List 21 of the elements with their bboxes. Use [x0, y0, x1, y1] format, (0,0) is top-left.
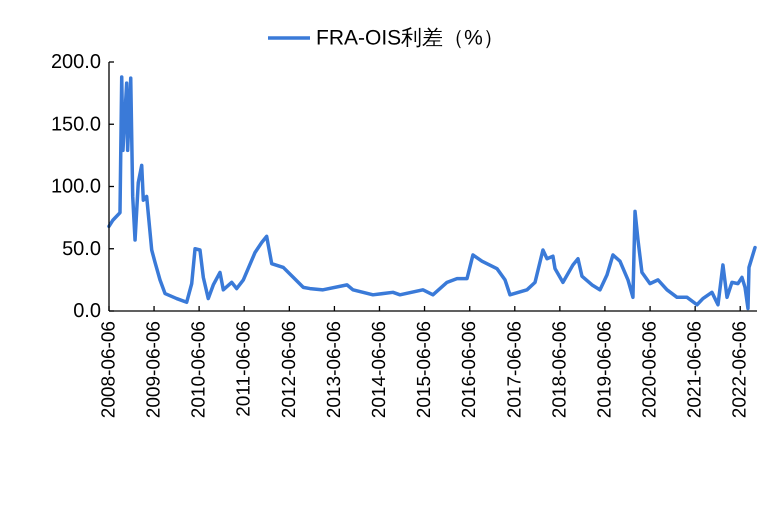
- x-tick-label: 2021-06-06: [684, 321, 706, 418]
- x-tick-label: 2017-06-06: [504, 321, 526, 418]
- x-tick-label: 2016-06-06: [459, 321, 480, 418]
- x-tick-label: 2012-06-06: [278, 321, 300, 418]
- y-tick-label: 150.0: [50, 113, 101, 136]
- y-tick-label: 200.0: [50, 51, 101, 73]
- legend-label: FRA-OIS利差（%）: [316, 26, 504, 50]
- y-tick-label: 0.0: [73, 300, 101, 322]
- x-tick-label: 2015-06-06: [414, 321, 436, 418]
- x-tick-label: 2008-06-06: [98, 321, 120, 418]
- x-tick-label: 2019-06-06: [594, 321, 616, 418]
- x-tick-label: 2022-06-06: [730, 321, 751, 418]
- y-tick-label: 50.0: [62, 238, 101, 260]
- x-tick-label: 2013-06-06: [324, 321, 345, 418]
- x-tick-label: 2010-06-06: [188, 321, 210, 418]
- x-tick-label: 2014-06-06: [368, 321, 390, 418]
- x-tick-label: 2018-06-06: [549, 321, 570, 418]
- y-tick-label: 100.0: [50, 176, 101, 198]
- x-tick-label: 2009-06-06: [144, 321, 165, 418]
- x-tick-label: 2020-06-06: [640, 321, 661, 418]
- x-tick-label: 2011-06-06: [234, 321, 255, 417]
